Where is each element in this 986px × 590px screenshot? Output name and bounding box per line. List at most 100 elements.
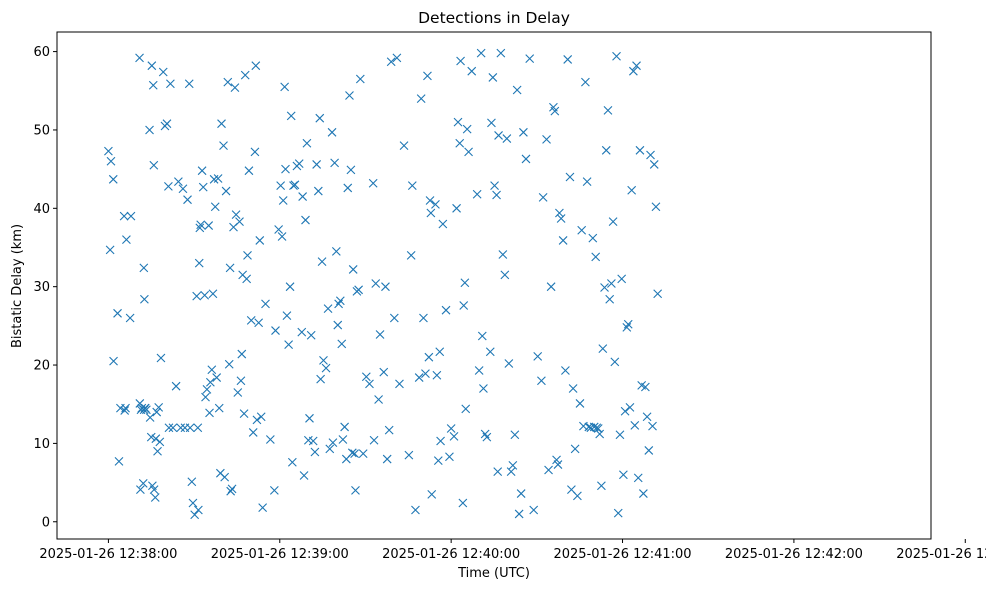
data-point <box>649 160 659 169</box>
data-point <box>361 372 371 382</box>
y-tick-label-60: 60 <box>33 45 50 60</box>
data-point <box>142 405 151 415</box>
data-point <box>197 166 207 176</box>
data-point <box>202 384 212 394</box>
data-point <box>399 141 409 151</box>
data-point <box>294 159 304 169</box>
data-point <box>358 449 368 458</box>
data-point <box>236 376 246 386</box>
data-point <box>156 353 166 363</box>
data-point <box>459 301 469 310</box>
data-point <box>310 447 320 457</box>
data-point <box>414 373 424 382</box>
data-point <box>533 352 543 361</box>
data-point <box>348 265 358 274</box>
data-point <box>325 444 335 454</box>
data-point <box>321 363 331 373</box>
data-point <box>316 374 326 384</box>
data-point <box>476 48 486 58</box>
data-point <box>355 74 365 84</box>
data-point <box>577 225 587 235</box>
data-point <box>271 326 280 335</box>
data-point <box>319 355 328 365</box>
data-point <box>125 313 135 323</box>
x-tick-label-5: 2025-01-26 12:43:00 <box>896 547 986 562</box>
data-point <box>274 225 284 234</box>
data-point <box>493 467 503 476</box>
data-point <box>504 359 514 368</box>
data-point <box>482 432 492 442</box>
data-point <box>474 366 484 375</box>
data-point <box>632 61 641 71</box>
data-point <box>516 489 526 498</box>
data-point <box>164 423 174 433</box>
data-point <box>605 294 615 304</box>
data-point <box>184 79 194 89</box>
data-point <box>375 330 385 339</box>
data-point <box>306 330 316 340</box>
data-point <box>194 258 204 268</box>
data-point <box>607 279 616 288</box>
data-point <box>563 55 573 64</box>
data-point <box>407 181 417 190</box>
data-point <box>461 404 471 414</box>
data-point <box>630 420 640 430</box>
data-point <box>331 247 341 256</box>
data-point <box>514 509 524 519</box>
data-point <box>392 53 402 63</box>
data-point <box>138 478 148 488</box>
data-point <box>485 347 495 357</box>
data-point <box>217 119 226 129</box>
data-point <box>256 412 266 422</box>
data-point <box>315 113 325 123</box>
data-point <box>188 498 198 508</box>
data-point <box>290 180 300 190</box>
data-point <box>538 192 548 202</box>
data-point <box>591 252 601 262</box>
data-point <box>148 80 158 90</box>
data-point <box>411 505 420 515</box>
data-point <box>441 305 451 315</box>
data-point <box>223 77 233 87</box>
data-point <box>151 434 161 444</box>
y-axis-ticks: 0 10 20 30 40 50 60 <box>33 45 57 530</box>
data-point <box>243 250 252 260</box>
data-point <box>231 210 241 219</box>
data-point <box>565 172 575 182</box>
data-point <box>558 236 568 245</box>
data-point <box>219 141 228 151</box>
y-tick-label-40: 40 <box>33 202 50 217</box>
data-point <box>346 165 356 175</box>
data-point <box>146 432 156 442</box>
data-point <box>610 357 620 367</box>
data-point <box>431 200 440 209</box>
data-point <box>620 406 630 416</box>
data-point <box>224 359 234 369</box>
data-point <box>201 392 210 402</box>
data-point <box>221 186 231 196</box>
data-point <box>153 446 162 456</box>
x-axis-ticks: 2025-01-26 12:38:00 2025-01-26 12:39:00 20… <box>39 539 986 562</box>
data-point <box>248 428 258 437</box>
data-point <box>213 174 223 183</box>
data-point <box>155 437 165 447</box>
data-point <box>196 220 206 230</box>
data-point <box>195 223 205 233</box>
data-point <box>227 484 237 494</box>
data-point <box>496 48 506 58</box>
data-point <box>193 505 203 515</box>
y-tick-label-0: 0 <box>42 515 50 530</box>
data-point <box>158 67 168 77</box>
data-point <box>588 233 598 243</box>
data-point <box>284 340 294 350</box>
data-point <box>176 423 186 433</box>
data-point <box>302 138 312 148</box>
data-point <box>333 320 343 330</box>
data-point <box>575 399 585 408</box>
data-point <box>145 125 154 135</box>
data-point <box>556 214 566 223</box>
data-point <box>287 457 297 467</box>
data-point <box>136 485 145 495</box>
data-point <box>490 181 499 190</box>
